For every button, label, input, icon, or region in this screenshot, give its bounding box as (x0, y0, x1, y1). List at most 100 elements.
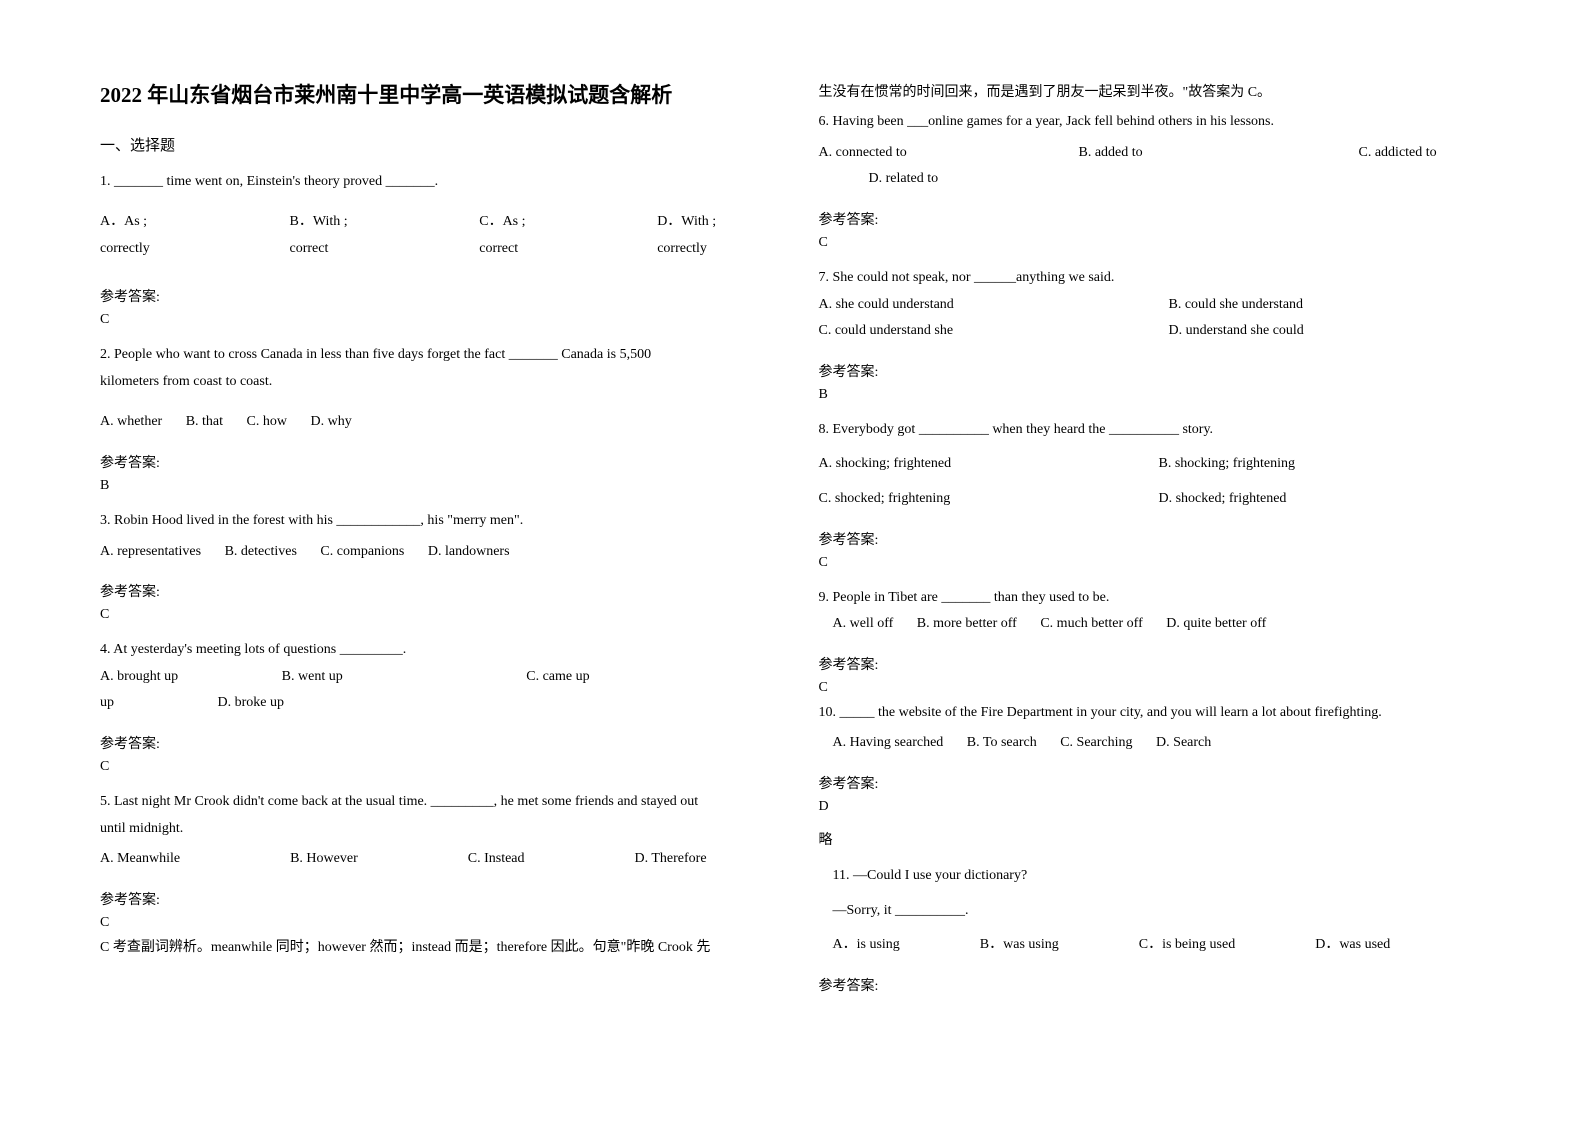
q2-optA: A. whether (100, 409, 162, 436)
q4-optB: B. went up (282, 664, 343, 691)
q11-stem2: —Sorry, it __________. (833, 898, 1488, 925)
q3-optB: B. detectives (225, 539, 297, 566)
q3-optC: C. companions (320, 539, 404, 566)
q4-stem: 4. At yesterday's meeting lots of questi… (100, 637, 769, 664)
q5-optA: A. Meanwhile (100, 846, 180, 873)
q3-answer: C (100, 607, 769, 623)
q11-optC: C．is being used (1139, 932, 1235, 959)
q5-optB: B. However (290, 846, 358, 873)
q9-optC: C. much better off (1040, 611, 1142, 638)
q1-options: A．As ; correctly B．With ; correct C．As ;… (100, 209, 769, 262)
q9-optA: A. well off (833, 611, 894, 638)
q7-answer-label: 参考答案: (819, 361, 1488, 381)
q11-stem1: 11. —Could I use your dictionary? (833, 863, 1488, 890)
q10-optD: D. Search (1156, 730, 1211, 757)
q4-optD: D. broke up (218, 690, 285, 717)
q10-answer-label: 参考答案: (819, 773, 1488, 793)
q3-optD: D. landowners (428, 539, 510, 566)
q10-stem: 10. _____ the website of the Fire Depart… (819, 700, 1488, 727)
q8-options-line2: C. shocked; frightening D. shocked; frig… (819, 486, 1488, 513)
q7-options-line1: A. she could understand B. could she und… (819, 292, 1488, 319)
q10-options: A. Having searched B. To search C. Searc… (819, 730, 1488, 757)
q4-optC: C. came up (526, 664, 589, 691)
q7-answer: B (819, 387, 1488, 403)
q3-stem: 3. Robin Hood lived in the forest with h… (100, 508, 769, 535)
q6-answer: C (819, 235, 1488, 251)
q9-optB: B. more better off (917, 611, 1017, 638)
q6-optB: B. added to (1079, 140, 1359, 167)
q6-stem: 6. Having been ___online games for a yea… (819, 109, 1488, 136)
q5-answer: C (100, 915, 769, 931)
q8-optB: B. shocking; frightening (1159, 451, 1296, 478)
q7-optA: A. she could understand (819, 292, 1059, 319)
question-3: 3. Robin Hood lived in the forest with h… (100, 508, 769, 565)
q8-optC: C. shocked; frightening (819, 486, 1049, 513)
q9-answer-label: 参考答案: (819, 654, 1488, 674)
q5-answer-label: 参考答案: (100, 889, 769, 909)
question-5: 5. Last night Mr Crook didn't come back … (100, 789, 769, 873)
q4-up: up (100, 690, 114, 717)
q2-answer-label: 参考答案: (100, 452, 769, 472)
q4-optA: A. brought up (100, 664, 178, 691)
q3-answer-label: 参考答案: (100, 581, 769, 601)
q8-optA: A. shocking; frightened (819, 451, 1049, 478)
q2-optC: C. how (247, 409, 287, 436)
q4-answer-label: 参考答案: (100, 733, 769, 753)
q2-stem1: 2. People who want to cross Canada in le… (100, 342, 769, 369)
section-header: 一、选择题 (100, 134, 769, 155)
q2-optD: D. why (311, 409, 352, 436)
q1-stem: 1. _______ time went on, Einstein's theo… (100, 169, 769, 196)
q10-optA: A. Having searched (833, 730, 944, 757)
q10-answer: D (819, 799, 1488, 815)
question-2: 2. People who want to cross Canada in le… (100, 342, 769, 436)
q5-optC: C. Instead (468, 846, 525, 873)
q1-answer: C (100, 312, 769, 328)
q4-options-line2: up D. broke up (100, 690, 769, 717)
q10-extra: 略 (819, 829, 1488, 849)
col2-continuation: 生没有在惯常的时间回来，而是遇到了朋友一起呆到半夜。"故答案为 C。 (819, 80, 1488, 105)
q11-optD: D．was used (1315, 932, 1390, 959)
question-8: 8. Everybody got __________ when they he… (819, 417, 1488, 513)
q2-stem2: kilometers from coast to coast. (100, 369, 769, 396)
q3-optA: A. representatives (100, 539, 201, 566)
q5-optD: D. Therefore (635, 846, 707, 873)
q1-optB: B．With ; correct (290, 209, 390, 262)
q10-optC: C. Searching (1060, 730, 1132, 757)
question-7: 7. She could not speak, nor ______anythi… (819, 265, 1488, 345)
q6-optA: A. connected to (819, 140, 1079, 167)
q8-stem: 8. Everybody got __________ when they he… (819, 417, 1488, 444)
question-11: 11. —Could I use your dictionary? —Sorry… (819, 863, 1488, 959)
q2-answer: B (100, 478, 769, 494)
question-4: 4. At yesterday's meeting lots of questi… (100, 637, 769, 717)
q8-answer-label: 参考答案: (819, 529, 1488, 549)
q5-options: A. Meanwhile B. However C. Instead D. Th… (100, 846, 769, 873)
q6-optC: C. addicted to (1359, 140, 1437, 167)
q6-answer-label: 参考答案: (819, 209, 1488, 229)
q5-explanation: C 考查副词辨析。meanwhile 同时；however 然而；instead… (100, 935, 769, 960)
q11-optB: B．was using (980, 932, 1059, 959)
q7-optC: C. could understand she (819, 318, 1059, 345)
q3-options: A. representatives B. detectives C. comp… (100, 539, 769, 566)
q1-optC: C．As ; correct (479, 209, 567, 262)
q9-answer: C (819, 680, 1488, 696)
question-6: 6. Having been ___online games for a yea… (819, 109, 1488, 193)
q7-stem: 7. She could not speak, nor ______anythi… (819, 265, 1488, 292)
q7-optD: D. understand she could (1169, 318, 1304, 345)
q11-answer-label: 参考答案: (819, 975, 1488, 995)
q1-answer-label: 参考答案: (100, 286, 769, 306)
question-10: 10. _____ the website of the Fire Depart… (819, 700, 1488, 757)
q7-options-line2: C. could understand she D. understand sh… (819, 318, 1488, 345)
q1-optA: A．As ; correctly (100, 209, 200, 262)
q9-stem: 9. People in Tibet are _______ than they… (819, 585, 1488, 612)
q5-stem2: until midnight. (100, 816, 769, 843)
q9-options: A. well off B. more better off C. much b… (819, 611, 1488, 638)
q10-optB: B. To search (967, 730, 1037, 757)
q6-options-line1: A. connected to B. added to C. addicted … (819, 140, 1488, 167)
q8-answer: C (819, 555, 1488, 571)
q2-options: A. whether B. that C. how D. why (100, 409, 769, 436)
q5-stem1: 5. Last night Mr Crook didn't come back … (100, 789, 769, 816)
q11-optA: A．is using (833, 932, 900, 959)
q8-optD: D. shocked; frightened (1159, 486, 1287, 513)
left-column: 2022 年山东省烟台市莱州南十里中学高一英语模拟试题含解析 一、选择题 1. … (100, 80, 769, 1082)
question-1: 1. _______ time went on, Einstein's theo… (100, 169, 769, 271)
